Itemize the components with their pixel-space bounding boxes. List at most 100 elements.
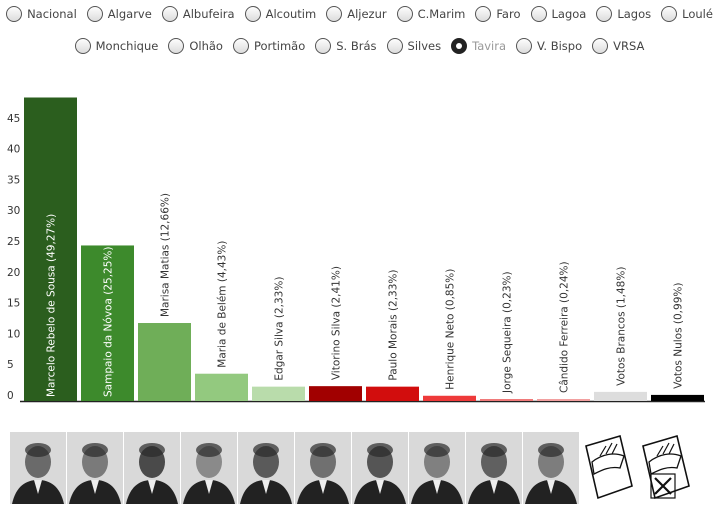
radio-label: Tavira bbox=[472, 39, 507, 53]
radio-circle-icon[interactable] bbox=[168, 38, 185, 54]
candidate-photo bbox=[352, 432, 408, 504]
radio-label: Nacional bbox=[27, 7, 77, 21]
y-tick-label: 10 bbox=[7, 328, 20, 340]
radio-label: Alcoutim bbox=[265, 7, 317, 21]
radio-label: S. Brás bbox=[336, 39, 377, 53]
radio-circle-icon[interactable] bbox=[396, 6, 413, 22]
bar[interactable] bbox=[366, 386, 419, 401]
null-ballot-icon bbox=[637, 432, 693, 504]
bar-label: Votos Brancos (1,48%) bbox=[616, 267, 628, 386]
y-tick-label: 40 bbox=[7, 144, 20, 156]
bar[interactable] bbox=[138, 323, 191, 401]
bar-label: Marcelo Rebelo de Sousa (49,27%) bbox=[46, 214, 58, 397]
bar[interactable] bbox=[81, 245, 134, 401]
results-bar-chart: 0 5 10 15 20 25 30 35 40 45 Marcelo Rebelo de Sous… bbox=[7, 97, 705, 403]
radio-label: Silves bbox=[407, 39, 442, 53]
region-radio-monchique[interactable]: Monchique bbox=[74, 38, 159, 54]
region-radio-v-bispo[interactable]: V. Bispo bbox=[516, 38, 582, 54]
radio-circle-icon[interactable] bbox=[161, 6, 178, 22]
candidate-photo bbox=[409, 432, 465, 504]
radio-circle-icon[interactable] bbox=[592, 38, 609, 54]
bar[interactable] bbox=[24, 97, 77, 402]
bar[interactable] bbox=[252, 386, 305, 401]
radio-circle-icon[interactable] bbox=[315, 38, 332, 54]
bar-label: Sampaio da Nóvoa (25,25%) bbox=[103, 247, 115, 397]
region-radio-loul-[interactable]: Loulé bbox=[661, 6, 713, 22]
candidate-photo bbox=[67, 432, 123, 504]
bar[interactable] bbox=[651, 394, 704, 401]
radio-circle-icon[interactable] bbox=[74, 38, 91, 54]
region-radio-s-br-s[interactable]: S. Brás bbox=[315, 38, 377, 54]
y-tick-label: 25 bbox=[7, 236, 20, 248]
radio-label: Lagoa bbox=[551, 7, 587, 21]
bar-label: Paulo Morais (2,33%) bbox=[388, 270, 400, 381]
radio-label: Lagos bbox=[617, 7, 652, 21]
candidate-photo bbox=[466, 432, 522, 504]
region-radio-tavira[interactable]: Tavira bbox=[451, 38, 506, 54]
region-radio-nacional[interactable]: Nacional bbox=[6, 6, 77, 22]
bar-label: Maria de Belém (4,43%) bbox=[217, 241, 229, 368]
radio-circle-icon[interactable] bbox=[86, 6, 103, 22]
bar[interactable] bbox=[423, 395, 476, 401]
candidate-photos bbox=[0, 432, 719, 508]
radio-label: Albufeira bbox=[182, 7, 235, 21]
bar-label: Jorge Sequeira (0,23%) bbox=[502, 271, 514, 394]
region-filter-row-1: Nacional Algarve Albufeira Alcoutim Aljezur C… bbox=[0, 6, 719, 22]
radio-label: Faro bbox=[496, 7, 521, 21]
region-radio-silves[interactable]: Silves bbox=[386, 38, 442, 54]
region-radio-albufeira[interactable]: Albufeira bbox=[161, 6, 235, 22]
bar-label: Henrique Neto (0,85%) bbox=[445, 269, 457, 390]
candidate-photo bbox=[295, 432, 351, 504]
y-tick-label: 0 bbox=[7, 390, 14, 402]
radio-label: Monchique bbox=[95, 39, 159, 53]
bar-label: Cândido Ferreira (0,24%) bbox=[559, 261, 571, 393]
bar[interactable] bbox=[309, 386, 362, 401]
y-tick-label: 35 bbox=[7, 174, 20, 186]
radio-circle-icon[interactable] bbox=[232, 38, 249, 54]
y-tick-label: 5 bbox=[7, 359, 14, 371]
region-radio-vrsa[interactable]: VRSA bbox=[592, 38, 644, 54]
radio-circle-icon[interactable] bbox=[451, 38, 468, 54]
bar[interactable] bbox=[195, 373, 248, 401]
region-radio-lagoa[interactable]: Lagoa bbox=[530, 6, 587, 22]
radio-circle-icon[interactable] bbox=[596, 6, 613, 22]
radio-label: Olhão bbox=[189, 39, 223, 53]
candidate-photo bbox=[181, 432, 237, 504]
region-radio-aljezur[interactable]: Aljezur bbox=[326, 6, 387, 22]
region-radio-algarve[interactable]: Algarve bbox=[86, 6, 152, 22]
radio-label: Algarve bbox=[107, 7, 152, 21]
radio-circle-icon[interactable] bbox=[244, 6, 261, 22]
candidate-photo bbox=[10, 432, 66, 504]
radio-label: Aljezur bbox=[347, 7, 387, 21]
radio-circle-icon[interactable] bbox=[661, 6, 678, 22]
y-tick-label: 20 bbox=[7, 267, 20, 279]
bar-label: Marisa Matias (12,66%) bbox=[160, 193, 172, 317]
blank-ballot-icon bbox=[580, 432, 636, 504]
region-radio-faro[interactable]: Faro bbox=[475, 6, 521, 22]
radio-circle-icon[interactable] bbox=[6, 6, 23, 22]
radio-label: Portimão bbox=[253, 39, 306, 53]
y-tick-label: 15 bbox=[7, 298, 20, 310]
region-radio-c-marim[interactable]: C.Marim bbox=[396, 6, 466, 22]
radio-label: C.Marim bbox=[417, 7, 466, 21]
region-radio-alcoutim[interactable]: Alcoutim bbox=[244, 6, 317, 22]
radio-circle-icon[interactable] bbox=[326, 6, 343, 22]
bar[interactable] bbox=[594, 391, 647, 401]
region-radio-olh-o[interactable]: Olhão bbox=[168, 38, 223, 54]
candidate-photo bbox=[523, 432, 579, 504]
y-tick-label: 45 bbox=[7, 113, 20, 125]
region-radio-lagos[interactable]: Lagos bbox=[596, 6, 651, 22]
radio-circle-icon[interactable] bbox=[516, 38, 533, 54]
bar[interactable] bbox=[480, 399, 533, 401]
radio-label: VRSA bbox=[613, 39, 645, 53]
bar-label: Edgar Silva (2,33%) bbox=[274, 277, 286, 381]
radio-label: Loulé bbox=[682, 7, 713, 21]
radio-circle-icon[interactable] bbox=[475, 6, 492, 22]
bar[interactable] bbox=[537, 399, 590, 401]
radio-circle-icon[interactable] bbox=[386, 38, 403, 54]
y-tick-label: 30 bbox=[7, 205, 20, 217]
region-radio-portim-o[interactable]: Portimão bbox=[232, 38, 306, 54]
radio-circle-icon[interactable] bbox=[530, 6, 547, 22]
candidate-photo bbox=[238, 432, 294, 504]
bar-label: Vitorino Silva (2,41%) bbox=[331, 266, 343, 380]
